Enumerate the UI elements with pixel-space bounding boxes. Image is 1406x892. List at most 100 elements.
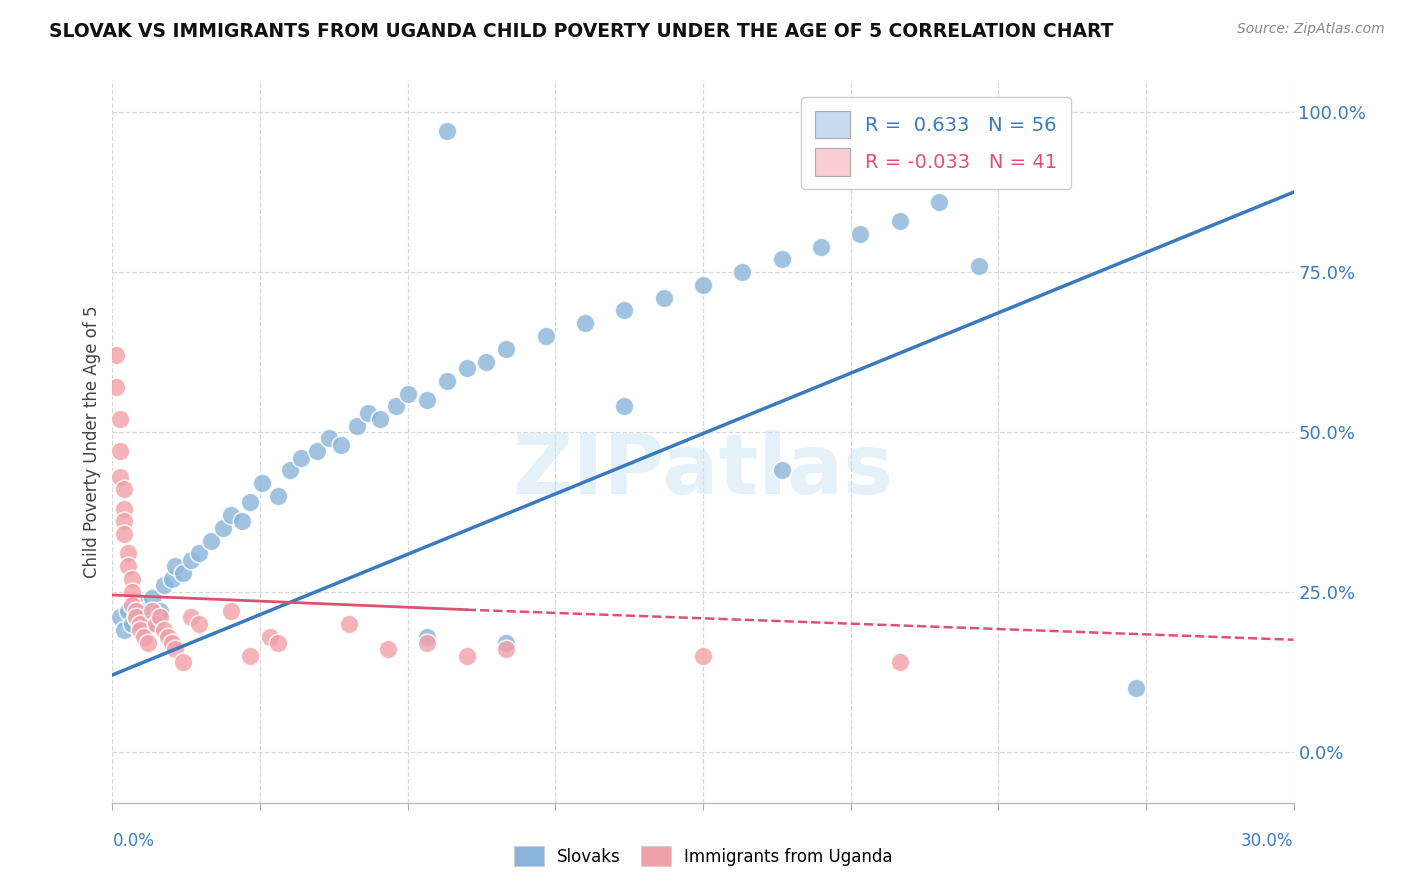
Point	[145, 616, 167, 631]
Point	[121, 598, 143, 612]
Point	[357, 406, 380, 420]
Point	[337, 616, 360, 631]
Point	[574, 316, 596, 330]
Point	[475, 354, 498, 368]
Point	[731, 265, 754, 279]
Point	[110, 444, 132, 458]
Text: 0.0%: 0.0%	[112, 831, 155, 850]
Point	[112, 515, 135, 529]
Point	[112, 527, 135, 541]
Point	[110, 412, 132, 426]
Point	[117, 604, 139, 618]
Point	[613, 303, 636, 318]
Point	[105, 380, 128, 394]
Point	[211, 521, 233, 535]
Legend: R =  0.633   N = 56, R = -0.033   N = 41: R = 0.633 N = 56, R = -0.033 N = 41	[801, 97, 1071, 189]
Point	[110, 610, 132, 624]
Point	[278, 463, 301, 477]
Point	[165, 642, 187, 657]
Point	[396, 386, 419, 401]
Point	[129, 616, 152, 631]
Point	[125, 604, 148, 618]
Point	[1125, 681, 1147, 695]
Point	[136, 636, 159, 650]
Point	[117, 559, 139, 574]
Point	[180, 553, 202, 567]
Point	[141, 591, 163, 606]
Point	[267, 636, 290, 650]
Point	[329, 438, 352, 452]
Point	[152, 578, 174, 592]
Point	[188, 616, 211, 631]
Point	[125, 610, 148, 624]
Point	[495, 642, 517, 657]
Point	[368, 412, 391, 426]
Point	[141, 604, 163, 618]
Point	[125, 610, 148, 624]
Point	[132, 604, 155, 618]
Point	[307, 444, 329, 458]
Point	[200, 533, 222, 548]
Point	[889, 655, 911, 669]
Point	[132, 630, 155, 644]
Text: 30.0%: 30.0%	[1241, 831, 1294, 850]
Point	[121, 616, 143, 631]
Point	[456, 648, 478, 663]
Point	[149, 604, 172, 618]
Point	[385, 400, 408, 414]
Point	[346, 418, 368, 433]
Text: SLOVAK VS IMMIGRANTS FROM UGANDA CHILD POVERTY UNDER THE AGE OF 5 CORRELATION CH: SLOVAK VS IMMIGRANTS FROM UGANDA CHILD P…	[49, 22, 1114, 41]
Point	[239, 648, 262, 663]
Point	[149, 610, 172, 624]
Point	[456, 361, 478, 376]
Point	[416, 630, 439, 644]
Point	[112, 483, 135, 497]
Point	[436, 124, 458, 138]
Point	[416, 392, 439, 407]
Point	[112, 623, 135, 637]
Point	[172, 566, 194, 580]
Point	[152, 623, 174, 637]
Point	[239, 495, 262, 509]
Point	[318, 431, 340, 445]
Point	[534, 329, 557, 343]
Point	[110, 469, 132, 483]
Point	[250, 476, 273, 491]
Point	[160, 572, 183, 586]
Point	[121, 572, 143, 586]
Point	[267, 489, 290, 503]
Point	[290, 450, 312, 465]
Point	[495, 636, 517, 650]
Point	[416, 636, 439, 650]
Point	[121, 584, 143, 599]
Text: Source: ZipAtlas.com: Source: ZipAtlas.com	[1237, 22, 1385, 37]
Point	[652, 291, 675, 305]
Point	[219, 604, 242, 618]
Point	[129, 623, 152, 637]
Point	[377, 642, 399, 657]
Point	[613, 400, 636, 414]
Point	[692, 277, 714, 292]
Point	[810, 239, 832, 253]
Point	[129, 598, 152, 612]
Legend: Slovaks, Immigrants from Uganda: Slovaks, Immigrants from Uganda	[505, 838, 901, 875]
Text: ZIPatlas: ZIPatlas	[513, 430, 893, 511]
Point	[117, 546, 139, 560]
Point	[188, 546, 211, 560]
Point	[112, 501, 135, 516]
Point	[105, 348, 128, 362]
Point	[495, 342, 517, 356]
Point	[849, 227, 872, 241]
Point	[136, 616, 159, 631]
Point	[231, 515, 253, 529]
Point	[770, 252, 793, 267]
Point	[928, 194, 950, 209]
Point	[156, 630, 179, 644]
Point	[889, 214, 911, 228]
Point	[436, 374, 458, 388]
Point	[219, 508, 242, 522]
Point	[259, 630, 281, 644]
Point	[967, 259, 990, 273]
Point	[180, 610, 202, 624]
Point	[165, 559, 187, 574]
